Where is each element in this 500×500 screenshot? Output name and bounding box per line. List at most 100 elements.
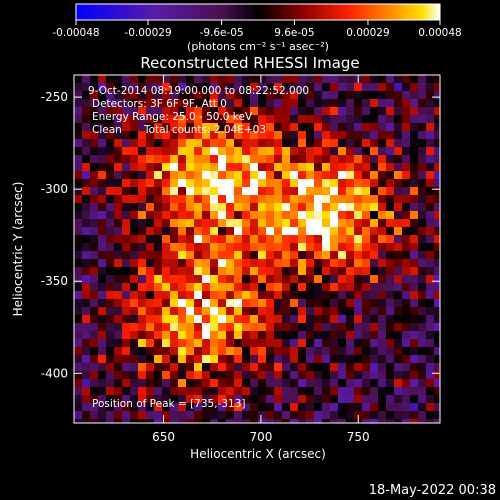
heatmap-cell [290, 131, 298, 139]
heatmap-cell [298, 163, 306, 171]
heatmap-cell [410, 171, 418, 179]
heatmap-cell [146, 123, 154, 131]
heatmap-cell [266, 323, 274, 331]
heatmap-cell [258, 163, 266, 171]
heatmap-cell [378, 147, 386, 155]
heatmap-cell [354, 243, 362, 251]
heatmap-cell [306, 131, 314, 139]
heatmap-cell [114, 283, 122, 291]
heatmap-cell [418, 371, 426, 379]
heatmap-cell [74, 171, 82, 179]
heatmap-cell [346, 187, 354, 195]
heatmap-cell [282, 75, 290, 83]
heatmap-cell [202, 203, 210, 211]
heatmap-cell [386, 291, 394, 299]
heatmap-cell [394, 347, 402, 355]
heatmap-cell [210, 307, 218, 315]
heatmap-cell [194, 395, 202, 403]
heatmap-cell [106, 411, 114, 419]
heatmap-cell [210, 291, 218, 299]
heatmap-cell [346, 123, 354, 131]
heatmap-cell [314, 83, 322, 91]
heatmap-cell [338, 179, 346, 187]
heatmap-cell [330, 75, 338, 83]
heatmap-cell [346, 107, 354, 115]
heatmap-cell [346, 155, 354, 163]
heatmap-cell [210, 347, 218, 355]
heatmap-cell [162, 195, 170, 203]
heatmap-cell [234, 163, 242, 171]
heatmap-cell [178, 323, 186, 331]
heatmap-cell [362, 283, 370, 291]
heatmap-cell [170, 227, 178, 235]
heatmap-cell [122, 307, 130, 315]
heatmap-cell [90, 179, 98, 187]
heatmap-cell [90, 331, 98, 339]
heatmap-cell [146, 299, 154, 307]
heatmap-cell [90, 219, 98, 227]
heatmap-cell [170, 419, 178, 423]
heatmap-cell [434, 275, 440, 283]
heatmap-cell [170, 115, 178, 123]
heatmap-cell [170, 299, 178, 307]
heatmap-cell [242, 379, 250, 387]
heatmap-cell [354, 387, 362, 395]
heatmap-cell [410, 115, 418, 123]
heatmap-cell [330, 411, 338, 419]
heatmap-cell [306, 307, 314, 315]
heatmap-cell [402, 115, 410, 123]
heatmap-cell [314, 179, 322, 187]
heatmap-cell [370, 259, 378, 267]
heatmap-cell [114, 347, 122, 355]
heatmap-cell [242, 363, 250, 371]
heatmap-cell [314, 379, 322, 387]
heatmap-cell [274, 171, 282, 179]
heatmap-cell [282, 227, 290, 235]
heatmap-cell [322, 299, 330, 307]
heatmap-cell [410, 219, 418, 227]
heatmap-cell [122, 91, 130, 99]
heatmap-cell [386, 339, 394, 347]
footer-date: 18-May-2022 00:38 [369, 483, 496, 498]
heatmap-cell [354, 187, 362, 195]
heatmap-cell [114, 179, 122, 187]
heatmap-cell [234, 115, 242, 123]
heatmap-cell [370, 227, 378, 235]
heatmap-cell [410, 347, 418, 355]
heatmap-cell [394, 339, 402, 347]
heatmap-cell [106, 323, 114, 331]
heatmap-cell [170, 83, 178, 91]
heatmap-cell [298, 235, 306, 243]
heatmap-cell [114, 291, 122, 299]
heatmap-cell [434, 411, 440, 419]
heatmap-cell [314, 275, 322, 283]
heatmap-cell [90, 283, 98, 291]
heatmap-cell [226, 251, 234, 259]
heatmap-cell [386, 99, 394, 107]
heatmap-cell [434, 123, 440, 131]
heatmap-cell [314, 171, 322, 179]
heatmap-cell [346, 203, 354, 211]
heatmap-cell [234, 291, 242, 299]
heatmap-cell [346, 307, 354, 315]
heatmap-cell [242, 387, 250, 395]
heatmap-cell [306, 227, 314, 235]
heatmap-cell [90, 267, 98, 275]
heatmap-cell [306, 147, 314, 155]
heatmap-cell [114, 299, 122, 307]
heatmap-cell [114, 195, 122, 203]
heatmap-cell [130, 403, 138, 411]
heatmap-cell [234, 147, 242, 155]
heatmap-cell [202, 283, 210, 291]
heatmap-cell [234, 91, 242, 99]
heatmap-cell [210, 363, 218, 371]
heatmap-cell [426, 203, 434, 211]
heatmap-cell [154, 179, 162, 187]
heatmap-cell [146, 235, 154, 243]
heatmap-cell [338, 275, 346, 283]
heatmap-cell [146, 331, 154, 339]
heatmap-cell [386, 395, 394, 403]
heatmap-cell [146, 355, 154, 363]
heatmap-cell [234, 419, 242, 423]
heatmap-cell [74, 179, 82, 187]
